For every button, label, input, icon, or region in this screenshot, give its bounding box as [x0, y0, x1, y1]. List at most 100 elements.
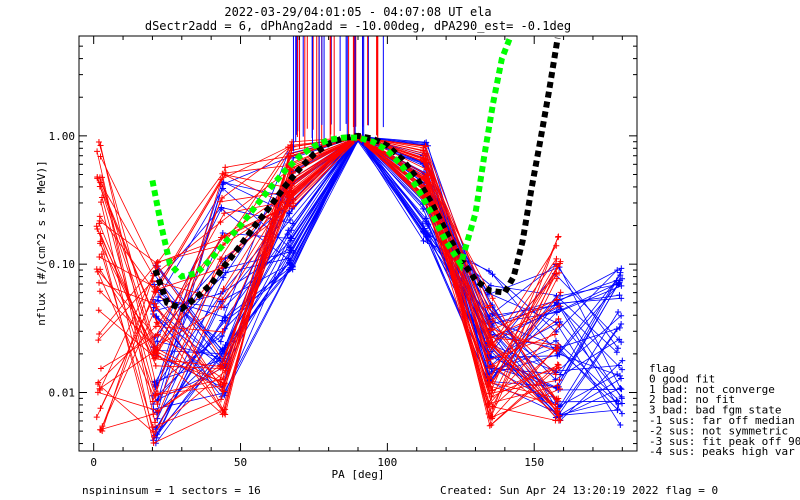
data-point-marker: [551, 331, 558, 338]
data-point-marker: [618, 339, 625, 346]
data-point-marker: [290, 197, 297, 204]
data-point-marker: [93, 414, 100, 421]
data-point-marker: [96, 288, 103, 295]
data-point-marker: [95, 307, 102, 314]
data-point-marker: [487, 302, 494, 309]
data-point-marker: [220, 179, 227, 186]
data-point-marker: [94, 148, 101, 155]
data-point-marker: [154, 401, 161, 408]
data-point-marker: [555, 315, 562, 322]
data-point-marker: [96, 330, 103, 337]
data-point-marker: [96, 217, 103, 224]
data-point-marker: [552, 337, 559, 344]
data-point-marker: [217, 365, 224, 372]
data-point-marker: [285, 255, 292, 262]
spectrum-line: [155, 135, 618, 386]
data-point-marker: [488, 334, 495, 341]
data-point-marker: [615, 308, 622, 315]
data-point-marker: [420, 205, 427, 212]
fit-curve-green: [149, 36, 514, 280]
data-point-marker: [556, 269, 563, 276]
data-point-marker: [150, 411, 157, 418]
data-point-marker: [97, 426, 104, 433]
spectrum-line: [100, 136, 559, 444]
data-point-marker: [556, 321, 563, 328]
data-point-marker: [220, 274, 227, 281]
data-point-marker: [553, 242, 560, 249]
data-point-marker: [95, 379, 102, 386]
data-point-marker: [290, 203, 297, 210]
data-point-marker: [617, 385, 624, 392]
data-point-marker: [95, 139, 102, 146]
data-point-marker: [557, 289, 564, 296]
data-point-marker: [217, 376, 224, 383]
data-point-marker: [151, 419, 158, 426]
data-point-marker: [619, 366, 626, 373]
data-point-marker: [219, 195, 226, 202]
spectrum-line: [99, 136, 557, 406]
legend-entry: 0 good fit: [649, 372, 715, 385]
data-point-marker: [222, 411, 229, 418]
legend-entry: -2 sus: not symmetric: [649, 424, 788, 437]
data-point-marker: [218, 204, 225, 211]
spectrum-line: [101, 137, 560, 406]
data-point-marker: [219, 317, 226, 324]
data-point-marker: [489, 403, 496, 410]
data-point-marker: [222, 164, 229, 171]
data-point-marker: [217, 338, 224, 345]
data-point-marker: [219, 296, 226, 303]
legend-entry: -1 sus: far off median: [649, 414, 795, 427]
data-point-marker: [151, 347, 158, 354]
y-axis-label: nflux [#/(cm^2 s sr MeV)]: [35, 160, 48, 326]
data-point-marker: [615, 281, 622, 288]
chart-subtitle: dSectr2add = 6, dPhAng2add = -10.00deg, …: [145, 19, 571, 33]
data-point-marker: [153, 260, 160, 267]
data-point-marker: [619, 357, 626, 364]
data-point-marker: [619, 400, 626, 407]
data-point-marker: [554, 405, 561, 412]
data-point-marker: [154, 338, 161, 345]
data-point-marker: [614, 345, 621, 352]
data-point-marker: [616, 362, 623, 369]
data-point-marker: [221, 304, 228, 311]
x-tick-label: 50: [234, 456, 247, 469]
data-point-marker: [486, 320, 493, 327]
data-point-marker: [613, 349, 620, 356]
data-point-marker: [218, 304, 225, 311]
y-tick-label: 0.01: [49, 386, 76, 399]
data-point-marker: [222, 269, 229, 276]
legend-entry: 2 bad: no fit: [649, 393, 735, 406]
data-point-marker: [486, 344, 493, 351]
data-point-marker: [556, 376, 563, 383]
data-point-marker: [93, 266, 100, 273]
data-point-marker: [286, 259, 293, 266]
data-point-marker: [217, 396, 224, 403]
data-point-marker: [618, 395, 625, 402]
x-tick-label: 0: [90, 456, 97, 469]
data-point-marker: [149, 398, 156, 405]
spectrum-line: [101, 136, 560, 427]
spectrum-line: [96, 136, 561, 418]
data-point-marker: [616, 292, 623, 299]
data-point-marker: [99, 423, 106, 430]
legend-entry: 3 bad: bad fgm state: [649, 404, 781, 417]
data-point-marker: [552, 371, 559, 378]
legend-entry: -3 sus: fit peak off 90: [649, 435, 800, 448]
data-point-marker: [151, 300, 158, 307]
data-point-marker: [489, 413, 496, 420]
data-point-marker: [557, 417, 564, 424]
data-point-marker: [617, 422, 624, 429]
data-point-marker: [489, 338, 496, 345]
spectrum-line: [99, 136, 557, 355]
spectrum-line: [99, 137, 558, 431]
spectrum-line: [157, 136, 619, 419]
spectrum-line: [156, 135, 621, 355]
footer-left: nspininsum = 1 sectors = 16: [82, 484, 261, 497]
spectrum-line: [96, 137, 558, 409]
legend: flag 0 good fit 1 bad: not converge 2 ba…: [649, 362, 800, 458]
data-point-marker: [285, 153, 292, 160]
data-point-marker: [554, 275, 561, 282]
x-axis-label: PA [deg]: [332, 468, 385, 481]
data-point-marker: [424, 234, 431, 241]
